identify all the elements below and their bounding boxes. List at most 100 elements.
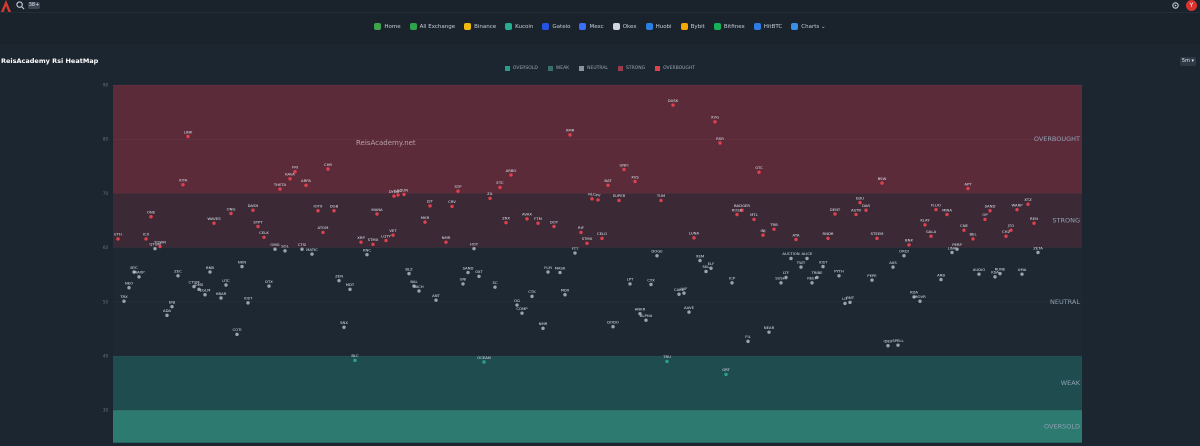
point-label: ASTR: [851, 207, 861, 212]
data-point: [665, 359, 669, 364]
data-point: [573, 251, 577, 255]
data-point: [444, 240, 448, 244]
point-label: APT: [964, 181, 972, 186]
language-button[interactable]: 38+: [28, 2, 40, 9]
point-label: XTZ: [1024, 197, 1032, 202]
nav-item-mexc[interactable]: Mexc: [579, 23, 604, 30]
data-point: [278, 187, 282, 191]
nav-item-home[interactable]: Home: [374, 23, 401, 30]
chart-title: ReisAcademy Rsi HeatMap: [1, 57, 99, 65]
zone-strong: [113, 193, 1082, 248]
data-point: [482, 360, 486, 364]
data-point: [596, 198, 600, 202]
data-point: [158, 244, 162, 249]
point-label: FTM: [534, 216, 542, 221]
point-label: AXS: [889, 260, 897, 265]
data-point: [568, 133, 572, 137]
data-point: [541, 326, 545, 331]
point-label: STMX: [582, 236, 593, 241]
point-label: PEPE: [867, 273, 877, 278]
data-point: [192, 284, 196, 289]
point-label: BLC: [351, 353, 359, 358]
point-label: LPT: [627, 277, 634, 282]
point-label: MDT: [346, 282, 355, 287]
nav-item-binance[interactable]: Binance: [464, 23, 496, 30]
legend-item-weak[interactable]: WEAK: [547, 66, 570, 71]
point-label: ALICE: [802, 251, 813, 256]
data-point: [170, 304, 174, 309]
point-label: ZETA: [1033, 245, 1043, 250]
point-label: SOL: [281, 244, 289, 249]
data-point: [709, 266, 713, 270]
nav-item-hitbtc[interactable]: HitBTC: [753, 23, 782, 30]
data-point: [833, 212, 837, 216]
point-label: UTC: [222, 278, 230, 283]
data-point: [246, 301, 250, 305]
point-label: OMS: [195, 282, 204, 287]
nav-item-bybit[interactable]: Bybit: [680, 23, 705, 30]
nav-item-label: Binance: [474, 23, 497, 30]
data-point: [203, 293, 207, 297]
nav-item-okex[interactable]: Okex: [612, 23, 637, 30]
point-label: ATA: [793, 232, 800, 237]
logo-icon[interactable]: [1, 0, 11, 12]
point-label: TRU: [662, 354, 671, 359]
avatar[interactable]: Y: [1186, 0, 1197, 11]
point-label: SUPER: [613, 193, 626, 198]
zone-label-weak: WEAK: [1061, 379, 1081, 387]
point-label: IOST: [819, 259, 829, 264]
legend-item-oversold[interactable]: OVERSOLD: [504, 66, 538, 71]
nav-item-kucoin[interactable]: Kucoin: [505, 23, 533, 30]
legend-label: WEAK: [555, 66, 570, 71]
legend-item-overbought[interactable]: OVERBOUGHT: [655, 66, 695, 71]
data-point: [1015, 207, 1019, 212]
data-point: [423, 220, 427, 224]
nav-item-charts[interactable]: Charts ⌄: [791, 23, 826, 30]
data-point: [1009, 228, 1013, 232]
nav-item-bitfinex[interactable]: Bitfinex: [713, 23, 745, 30]
nav-item-label: All Exchange: [419, 23, 456, 30]
legend-item-neutral[interactable]: NEUTRAL: [579, 66, 608, 71]
data-point: [789, 256, 793, 261]
data-point: [649, 282, 653, 287]
point-label: THETA: [273, 182, 287, 187]
zone-label-overbought: OVERBOUGHT: [1034, 135, 1080, 143]
point-label: TWT: [796, 260, 806, 265]
point-label: KAVA: [285, 172, 295, 177]
nav-item-huobi[interactable]: Huobi: [645, 23, 672, 30]
zone-label-oversold: OVERSOLD: [1044, 422, 1080, 430]
data-point: [655, 254, 659, 258]
nav-item-all-exchange[interactable]: All Exchange: [409, 23, 456, 30]
exchange-nav: Home All Exchange Binance Kucoin Gateio Mexc O…: [0, 23, 1200, 30]
point-label: AAVE: [684, 305, 695, 310]
point-label: NEO: [125, 281, 133, 286]
point-label: TOWN: [153, 239, 166, 244]
point-label: CRV: [448, 199, 456, 204]
binance-icon: [464, 23, 472, 30]
data-point: [875, 236, 879, 241]
data-point: [477, 274, 481, 279]
search-icon[interactable]: [16, 1, 25, 10]
point-label: MASK: [555, 265, 566, 270]
data-point: [396, 193, 400, 197]
nav-item-gateio[interactable]: Gateio: [542, 23, 570, 30]
gear-icon[interactable]: [1171, 1, 1180, 10]
data-point: [229, 211, 233, 216]
legend-item-strong[interactable]: STRONG: [617, 66, 645, 71]
point-label: BAL: [410, 279, 418, 284]
data-point: [371, 242, 375, 247]
point-label: ONG: [227, 206, 236, 211]
point-label: AUDIO: [973, 267, 985, 272]
point-label: OXT: [475, 269, 483, 274]
interval-select[interactable]: 5m ▾: [1180, 57, 1196, 66]
point-label: IOTA: [179, 178, 188, 183]
point-label: PV: [596, 193, 601, 198]
point-label: KLAY: [920, 218, 930, 223]
point-label: UMA: [1018, 267, 1027, 272]
data-point: [962, 228, 966, 232]
zone-weak: [113, 356, 1082, 411]
y-tick-label: 30: [103, 408, 109, 413]
legend-label: OVERSOLD: [512, 66, 538, 71]
data-point: [530, 294, 534, 299]
zone-label-neutral: NEUTRAL: [1050, 298, 1080, 306]
